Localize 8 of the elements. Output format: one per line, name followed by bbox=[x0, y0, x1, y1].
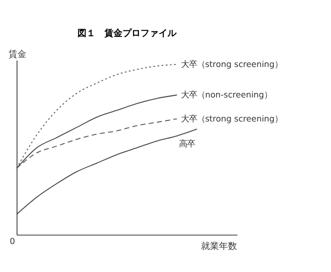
chart-title: 図１ 賃金プロファイル bbox=[77, 28, 178, 39]
series-label: 高卒 bbox=[178, 138, 195, 149]
series-label: 大卒（strong screening） bbox=[181, 58, 283, 69]
x-axis-title: 就業年数 bbox=[201, 240, 238, 252]
series-label: 大卒（strong screening） bbox=[181, 113, 283, 124]
series-label: 大卒（non-screening） bbox=[181, 90, 272, 100]
y-axis-title: 賃金 bbox=[8, 48, 26, 60]
text: 0 bbox=[10, 236, 15, 246]
